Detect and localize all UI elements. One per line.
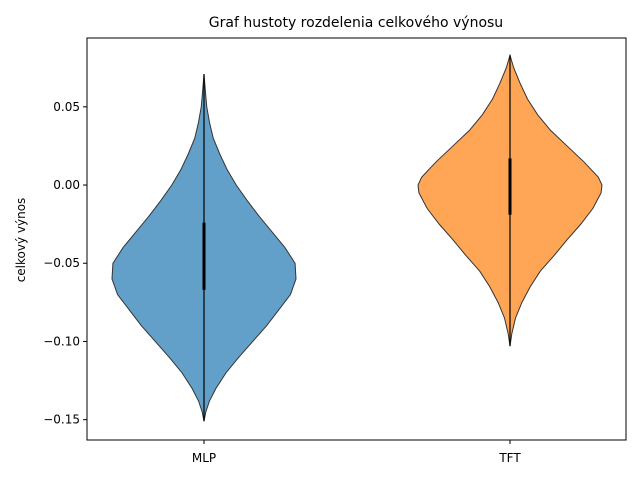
plot-frame (86, 37, 627, 441)
plot-area: 0.05 0.00 −0.05 −0.10 −0.15 MLP TFT (43, 37, 627, 465)
y-tick-label: 0.00 (53, 178, 80, 192)
chart-title: Graf hustoty rozdelenia celkového výnosu (209, 15, 503, 31)
y-tick-label: −0.05 (43, 256, 80, 270)
y-axis-label: celkový výnos (14, 198, 28, 283)
x-tick-label-mlp: MLP (192, 451, 216, 465)
y-tick-label: 0.05 (53, 100, 80, 114)
y-tick-label: −0.10 (43, 334, 80, 348)
y-tick-label: −0.15 (43, 413, 80, 427)
x-tick-label-tft: TFT (498, 451, 521, 465)
